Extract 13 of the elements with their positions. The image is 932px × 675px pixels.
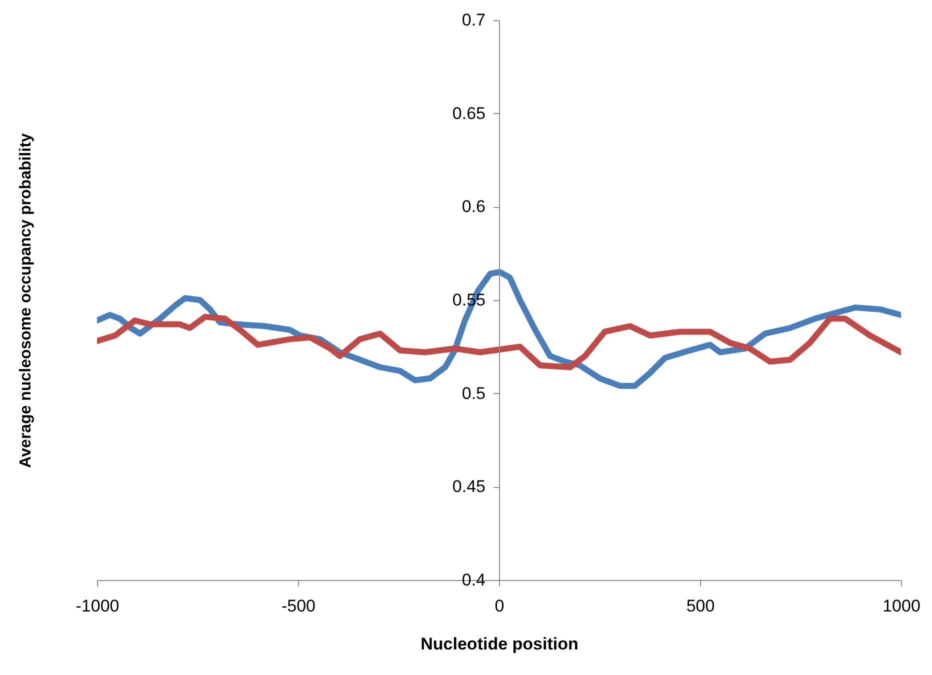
- x-tick-label: 500: [686, 596, 715, 616]
- y-tick-label: 0.45: [452, 477, 486, 496]
- x-axis-title: Nucleotide position: [420, 634, 578, 654]
- y-tick-label: 0.7: [462, 10, 486, 30]
- y-tick-label: 0.5: [462, 384, 486, 403]
- y-tick-label: 0.6: [462, 197, 486, 216]
- y-tick-label: 0.65: [452, 104, 486, 123]
- x-tick-label: 0: [494, 596, 504, 616]
- x-tick-label: 1000: [882, 596, 920, 616]
- x-tick-label: -500: [281, 596, 316, 616]
- y-axis-title: Average nucleosome occupancy probability: [18, 133, 34, 468]
- x-tick-label: -1000: [76, 596, 120, 616]
- y-tick-label: 0.4: [462, 570, 486, 590]
